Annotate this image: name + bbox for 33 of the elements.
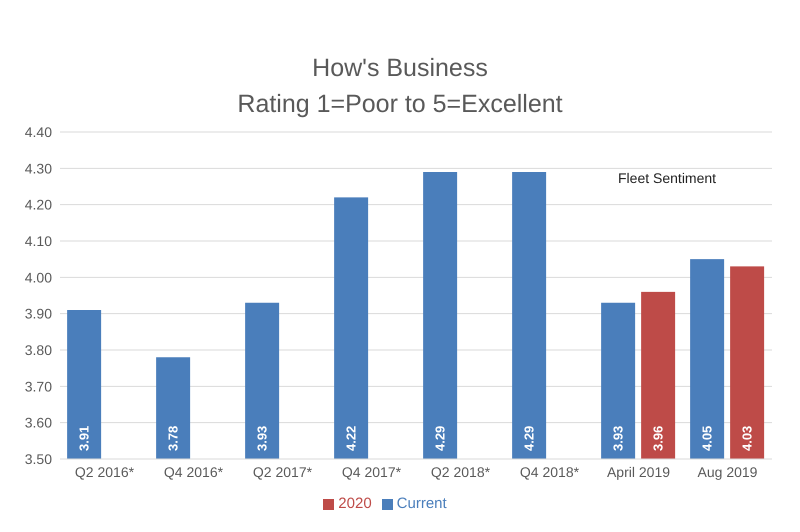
x-tick-label: Aug 2019 bbox=[698, 464, 758, 480]
data-label: 4.03 bbox=[740, 426, 755, 451]
y-tick-label: 4.20 bbox=[24, 196, 52, 213]
y-tick-label: 4.30 bbox=[24, 160, 52, 176]
data-label: 3.78 bbox=[166, 426, 181, 451]
y-tick-label: 3.50 bbox=[24, 450, 52, 467]
x-tick-label: Q4 2016* bbox=[164, 464, 224, 480]
y-tick-label: 3.70 bbox=[24, 378, 52, 394]
data-label: 3.91 bbox=[76, 426, 92, 451]
data-label: 3.93 bbox=[254, 426, 270, 451]
annotation: Fleet Sentiment bbox=[618, 170, 716, 186]
y-tick-label: 3.80 bbox=[24, 342, 52, 358]
chart-subtitle: Rating 1=Poor to 5=Excellent bbox=[236, 89, 564, 120]
data-label: 4.22 bbox=[344, 426, 359, 451]
x-tick-label: Q2 2017* bbox=[252, 464, 313, 480]
x-tick-label: Q2 2016* bbox=[74, 464, 135, 480]
y-tick-label: 4.40 bbox=[24, 124, 52, 140]
x-tick-label: Q4 2017* bbox=[342, 464, 402, 480]
data-label: 4.05 bbox=[700, 426, 715, 451]
data-label: 4.29 bbox=[432, 426, 448, 451]
x-tick-label: Q2 2018* bbox=[430, 464, 491, 480]
y-tick-label: 4.10 bbox=[24, 232, 52, 249]
x-tick-label: Q4 2018* bbox=[520, 464, 580, 480]
y-tick-label: 4.00 bbox=[24, 269, 52, 286]
legend-label: 2020 bbox=[338, 495, 372, 512]
y-tick-label: 3.60 bbox=[24, 414, 52, 431]
x-tick-label: April 2019 bbox=[606, 464, 670, 480]
data-label: 3.96 bbox=[650, 426, 666, 451]
data-label: 3.93 bbox=[610, 426, 626, 451]
chart-title: How's Business bbox=[311, 53, 489, 84]
legend-label: Current bbox=[396, 495, 447, 512]
data-label: 4.29 bbox=[522, 426, 537, 451]
y-tick-label: 3.90 bbox=[24, 306, 52, 322]
